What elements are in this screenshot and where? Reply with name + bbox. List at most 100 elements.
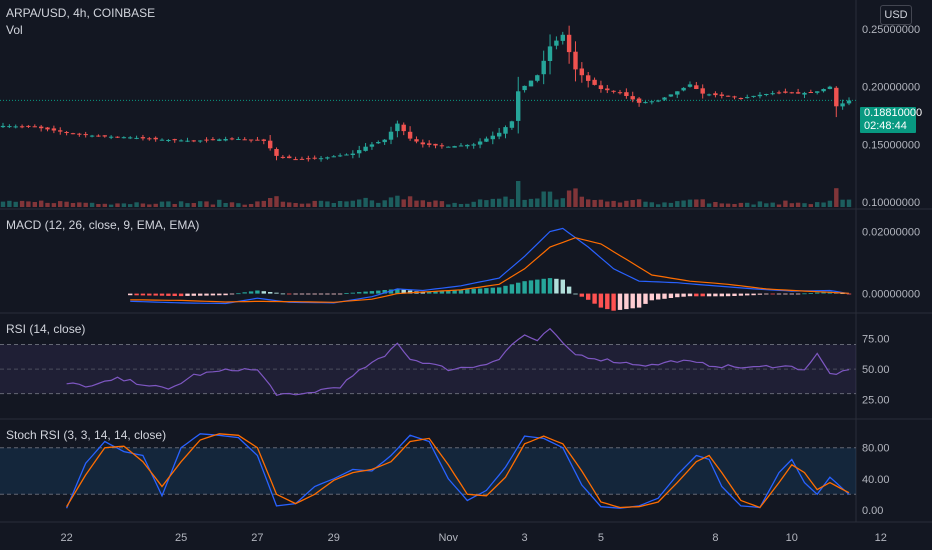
macd-histogram-bar bbox=[376, 290, 381, 294]
volume-bar bbox=[452, 202, 457, 207]
volume-bar bbox=[687, 199, 693, 207]
time-axis-label-3: 29 bbox=[328, 532, 340, 544]
price-ytick-2: 0.20000000 bbox=[862, 82, 920, 94]
candle-body bbox=[242, 139, 247, 141]
macd-histogram-bar bbox=[808, 293, 813, 294]
volume-bar bbox=[77, 202, 82, 207]
volume-bar bbox=[121, 203, 127, 207]
macd-histogram-bar bbox=[815, 292, 820, 294]
candle-body bbox=[452, 146, 457, 148]
macd-histogram-bar bbox=[732, 293, 737, 296]
macd-histogram-bar bbox=[535, 279, 540, 294]
currency-button[interactable]: USD bbox=[880, 5, 912, 25]
candle-body bbox=[274, 149, 279, 156]
volume-bar bbox=[0, 201, 6, 207]
macd-histogram-bar bbox=[306, 293, 311, 295]
macd-histogram-bar bbox=[287, 293, 292, 295]
candle-body bbox=[624, 92, 629, 96]
candle-body bbox=[834, 87, 839, 107]
time-axis-label-5: 3 bbox=[522, 532, 528, 544]
volume-bar bbox=[407, 196, 413, 207]
volume-bar bbox=[140, 203, 146, 207]
stoch-d-line bbox=[66, 433, 850, 509]
candle-body bbox=[369, 144, 375, 147]
candle-body bbox=[471, 144, 476, 146]
candle-body bbox=[662, 97, 667, 100]
candle-body bbox=[656, 100, 661, 102]
volume-bar bbox=[433, 200, 438, 207]
price-ytick-3: 0.25000000 bbox=[862, 24, 920, 36]
macd-histogram-bar bbox=[789, 293, 794, 295]
macd-histogram-bar bbox=[217, 293, 222, 296]
volume-bar bbox=[719, 203, 724, 207]
candle-body bbox=[694, 85, 699, 89]
volume-bar bbox=[32, 202, 37, 207]
macd-histogram-bar bbox=[198, 293, 203, 296]
candle-body bbox=[427, 143, 432, 145]
volume-bar bbox=[579, 196, 584, 207]
macd-histogram-bar bbox=[675, 293, 680, 298]
macd-histogram-bar bbox=[668, 293, 674, 298]
macd-histogram-bar bbox=[229, 293, 235, 295]
candle-body bbox=[446, 146, 451, 148]
volume-bar bbox=[7, 200, 12, 207]
volume-bar bbox=[643, 201, 648, 207]
volume-bar bbox=[471, 201, 476, 207]
candle-body bbox=[7, 126, 12, 128]
macd-histogram-bar bbox=[140, 293, 146, 296]
candle-body bbox=[592, 79, 597, 85]
candle-body bbox=[293, 159, 298, 161]
candle-body bbox=[325, 157, 330, 159]
candle-body bbox=[439, 145, 445, 147]
macd-histogram-bar bbox=[605, 293, 610, 310]
volume-bar bbox=[840, 199, 845, 207]
macd-histogram-bar bbox=[547, 278, 553, 294]
candle-body bbox=[217, 139, 222, 141]
macd-histogram-bar bbox=[795, 293, 801, 295]
macd-pane-label: MACD (12, 26, close, 9, EMA, EMA) bbox=[6, 218, 200, 232]
candle-body bbox=[140, 137, 146, 139]
candle-body bbox=[318, 158, 324, 160]
candle-body bbox=[573, 51, 578, 70]
volume-bar bbox=[706, 203, 712, 207]
volume-bar bbox=[369, 200, 375, 207]
volume-bar bbox=[516, 181, 521, 207]
volume-bar bbox=[223, 203, 228, 207]
volume-bar bbox=[681, 200, 686, 207]
candle-body bbox=[516, 91, 521, 121]
volume-bar bbox=[312, 200, 317, 207]
candle-body bbox=[268, 140, 273, 149]
volume-bar bbox=[420, 200, 425, 207]
macd-histogram-bar bbox=[509, 284, 515, 294]
candle-body bbox=[115, 136, 120, 138]
candle-body bbox=[598, 85, 604, 89]
candle-body bbox=[840, 103, 845, 107]
stoch-ytick-2: 80.00 bbox=[862, 443, 890, 455]
candle-body bbox=[13, 126, 18, 128]
candle-body bbox=[700, 88, 705, 94]
candle-body bbox=[350, 153, 355, 155]
volume-bar bbox=[484, 200, 489, 207]
macd-histogram-bar bbox=[407, 290, 413, 294]
volume-bar bbox=[827, 200, 833, 207]
macd-histogram-bar bbox=[357, 292, 362, 294]
candle-body bbox=[363, 146, 368, 151]
candle-body bbox=[509, 121, 515, 128]
macd-histogram-bar bbox=[776, 293, 782, 295]
volume-bar bbox=[172, 204, 177, 207]
macd-histogram-bar bbox=[427, 291, 432, 294]
macd-histogram-bar bbox=[611, 293, 616, 311]
volume-bar bbox=[83, 202, 88, 207]
macd-histogram-bar bbox=[560, 279, 565, 294]
volume-bar bbox=[134, 202, 139, 207]
candle-body bbox=[128, 137, 133, 139]
macd-histogram-bar bbox=[694, 293, 699, 297]
candle-body bbox=[465, 144, 470, 147]
candle-body bbox=[687, 84, 693, 87]
candle-body bbox=[566, 34, 572, 53]
candle-body bbox=[757, 94, 763, 97]
rsi-ytick-1: 50.00 bbox=[862, 364, 890, 376]
volume-bar bbox=[592, 200, 597, 207]
